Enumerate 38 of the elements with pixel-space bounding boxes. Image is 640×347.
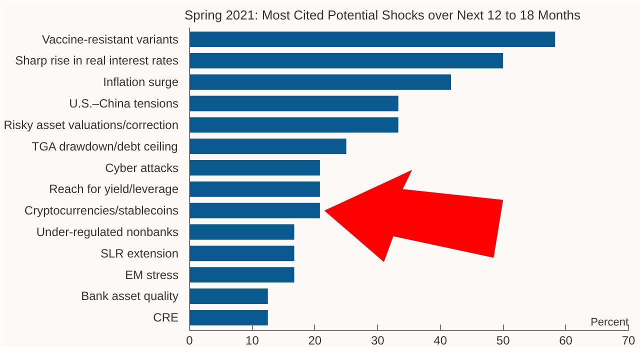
x-tick-label: 10 [246, 334, 260, 347]
x-tick-label: 30 [370, 334, 385, 347]
x-tick-label: 0 [186, 334, 194, 347]
y-tick-label: TGA drawdown/debt ceiling [32, 139, 178, 154]
bar [190, 74, 452, 90]
bar [190, 96, 398, 112]
bar [190, 224, 294, 240]
bar [190, 32, 556, 47]
y-tick-label: U.S.–China tensions [69, 96, 179, 111]
bar [190, 246, 294, 262]
bar [190, 52, 504, 68]
y-tick-label: Under-regulated nonbanks [36, 225, 179, 239]
bar [190, 160, 320, 176]
x-axis-title: Percent [590, 316, 629, 328]
y-tick-label: Vaccine-resistant variants [42, 32, 178, 46]
x-tick-label: 70 [622, 334, 636, 347]
y-tick-label: CRE [153, 310, 179, 325]
y-tick-label: Sharp rise in real interest rates [15, 54, 178, 68]
chart-title: Spring 2021: Most Cited Potential Shocks over Next 12 to 18 Months [184, 8, 581, 22]
y-tick-label: Cyber attacks [105, 160, 178, 175]
bar [190, 202, 320, 218]
x-tick-label: 20 [308, 334, 322, 347]
x-tick-label: 60 [559, 334, 573, 347]
x-tick-label: 50 [496, 334, 510, 347]
y-tick-label: SLR extension [100, 246, 178, 260]
x-tick-label: 40 [434, 334, 448, 347]
bar [190, 138, 346, 154]
bar [190, 267, 294, 283]
bar [190, 181, 320, 197]
y-tick-label: Bank asset quality [81, 289, 178, 304]
y-tick-label: Inflation surge [103, 75, 179, 90]
y-tick-label: Risky asset valuations/correction [4, 118, 179, 132]
bar [190, 117, 398, 133]
y-tick-label: Reach for yield/leverage [49, 182, 179, 196]
y-tick-label: Cryptocurrencies/stablecoins [24, 204, 179, 218]
y-tick-label: EM stress [125, 268, 179, 282]
bar [190, 288, 268, 304]
bar [190, 310, 268, 326]
